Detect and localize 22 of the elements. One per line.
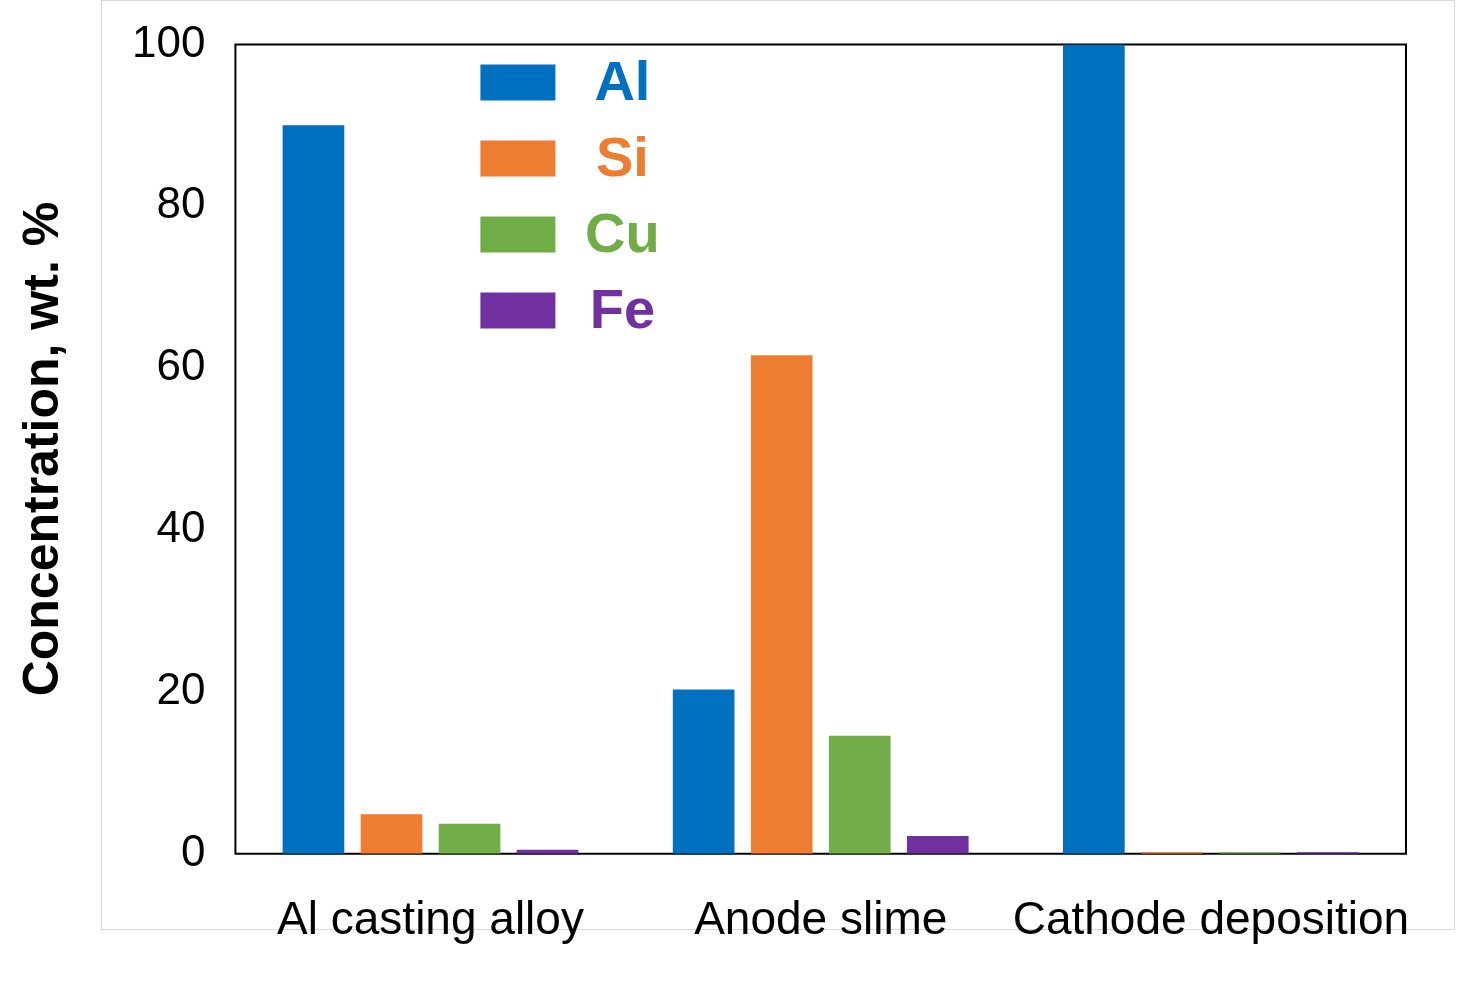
- x-tick-label: Cathode deposition: [1012, 892, 1410, 945]
- bar: [282, 125, 345, 854]
- bar: [828, 735, 891, 854]
- bar: [360, 814, 423, 854]
- bar: [906, 835, 969, 854]
- y-tick-label: 40: [156, 502, 206, 552]
- legend-label: Si: [595, 124, 649, 188]
- y-axis-title: Concentration, wt. %: [12, 201, 69, 697]
- bar: [750, 355, 813, 854]
- y-tick-label: 80: [156, 178, 206, 228]
- legend-label: Fe: [589, 276, 656, 340]
- x-tick-label: Anode slime: [694, 892, 948, 945]
- bar: [438, 823, 501, 854]
- x-tick-label: Al casting alloy: [277, 892, 584, 945]
- bar: [1063, 44, 1125, 854]
- y-tick-label: 0: [180, 825, 206, 875]
- legend-label: Cu: [585, 200, 660, 264]
- y-tick-label: 100: [131, 16, 206, 66]
- y-tick-label: 60: [156, 340, 206, 390]
- bar: [672, 689, 735, 854]
- legend-label: Al: [594, 48, 651, 112]
- y-tick-label: 20: [156, 664, 206, 714]
